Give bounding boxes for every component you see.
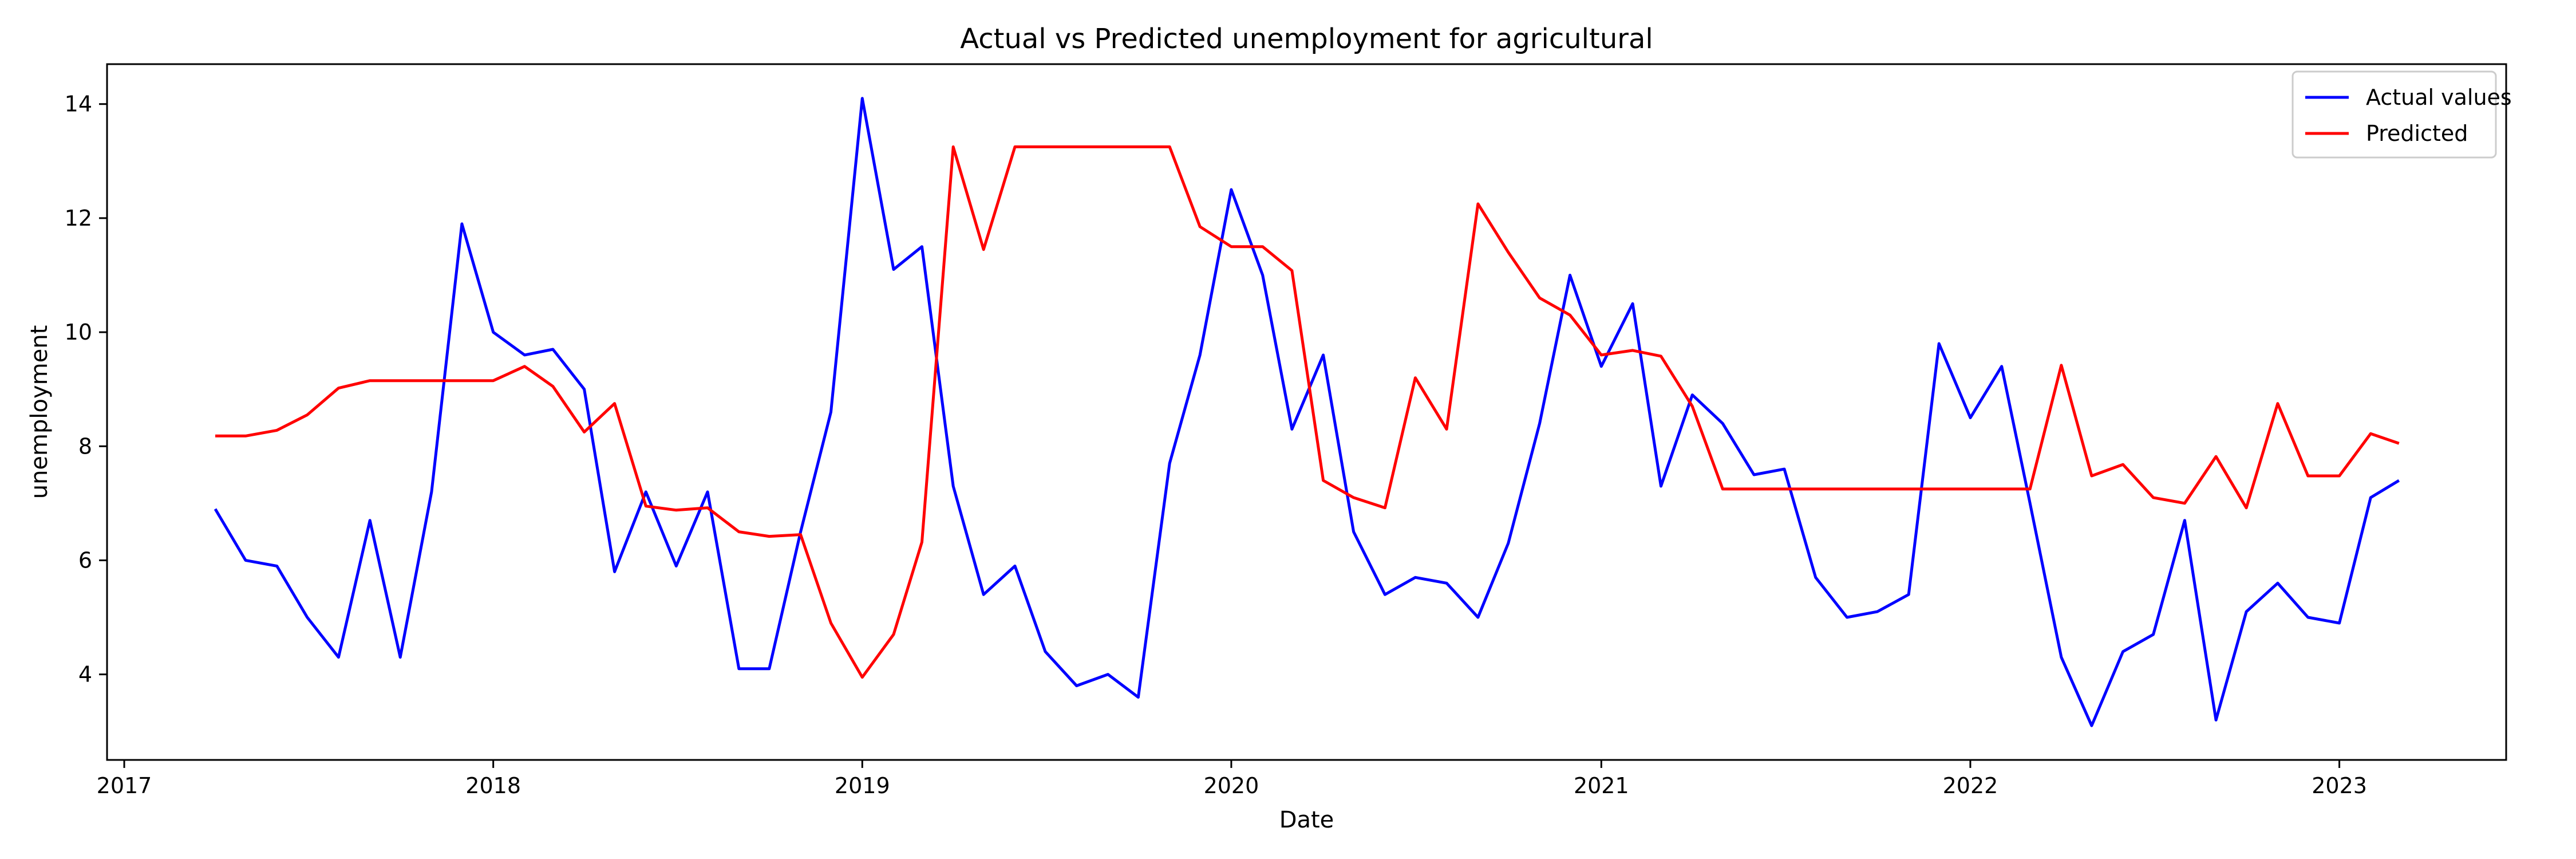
y-axis-label: unemployment <box>26 325 53 499</box>
x-axis: 2017 2018 2019 2020 2021 2022 2023 <box>97 760 2367 798</box>
series-line-predicted <box>215 145 2400 679</box>
legend-label: Predicted <box>2366 121 2468 146</box>
x-axis-label: Date <box>1279 807 1334 833</box>
y-tick-label: 6 <box>78 547 92 573</box>
chart-title: Actual vs Predicted unemployment for agr… <box>960 23 1653 55</box>
y-tick-label: 8 <box>78 434 92 459</box>
x-tick-label: 2017 <box>97 773 152 798</box>
y-tick-label: 4 <box>78 662 92 687</box>
legend-label: Actual values <box>2366 85 2512 110</box>
y-tick-label: 14 <box>65 92 92 117</box>
legend-box <box>2291 70 2497 159</box>
series-line-actual <box>214 97 2400 727</box>
x-tick-label: 2018 <box>465 773 521 798</box>
x-tick-label: 2022 <box>1943 773 1998 798</box>
axes-frame <box>106 63 2507 761</box>
legend: Actual values Predicted <box>2291 70 2512 159</box>
x-tick-label: 2020 <box>1204 773 1259 798</box>
x-tick-label: 2019 <box>835 773 890 798</box>
y-tick-label: 10 <box>65 320 92 345</box>
plot-area <box>214 97 2400 727</box>
x-tick-label: 2021 <box>1574 773 1629 798</box>
x-tick-label: 2023 <box>2312 773 2367 798</box>
y-tick-label: 12 <box>65 206 92 231</box>
y-axis: 4 6 8 10 12 14 <box>65 92 107 687</box>
